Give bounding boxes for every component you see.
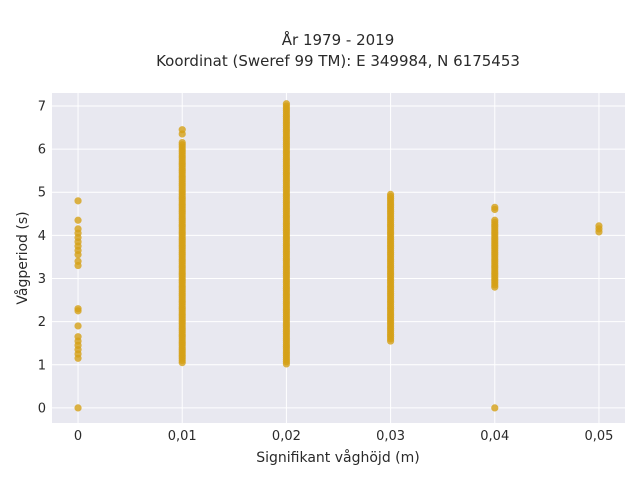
y-tick-label: 0 [38,401,46,416]
data-point [491,216,499,224]
y-tick-label: 6 [38,143,46,158]
data-point [74,322,82,330]
y-tick-labels: 0 1 2 3 4 5 6 7 [38,99,46,416]
data-point [595,222,603,230]
data-points [74,100,603,412]
x-tick-label: 0,03 [376,429,405,444]
x-axis-label: Signifikant våghöjd (m) [256,449,419,466]
y-tick-label: 2 [38,315,46,330]
y-tick-label: 7 [38,99,46,114]
y-tick-label: 1 [38,358,46,373]
x-tick-label: 0,02 [272,429,301,444]
data-point [178,126,186,134]
data-point [74,404,82,412]
data-point [74,197,82,205]
data-point [178,139,186,147]
x-tick-label: 0,01 [168,429,197,444]
data-point [74,216,82,224]
data-point [74,305,82,313]
data-point [491,203,499,211]
data-point [282,100,291,108]
x-tick-labels: 0 0,01 0,02 0,03 0,04 0,05 [74,429,614,444]
data-point [386,190,395,198]
x-tick-label: 0,04 [480,429,509,444]
y-tick-label: 5 [38,186,46,201]
data-point [74,225,82,233]
data-point [74,333,82,341]
y-tick-label: 3 [38,272,46,287]
x-tick-label: 0,05 [584,429,613,444]
chart-title: År 1979 - 2019 Koordinat (Sweref 99 TM):… [156,30,520,70]
grid-lines [52,93,625,423]
data-point [491,404,499,412]
data-point [74,257,82,265]
x-tick-label: 0 [74,429,82,444]
chart-title-line-2: Koordinat (Sweref 99 TM): E 349984, N 61… [156,52,520,70]
plot-area [52,93,625,423]
y-tick-label: 4 [38,229,46,244]
y-axis-label: Vågperiod (s) [14,211,31,304]
chart-title-line-1: År 1979 - 2019 [282,30,395,49]
